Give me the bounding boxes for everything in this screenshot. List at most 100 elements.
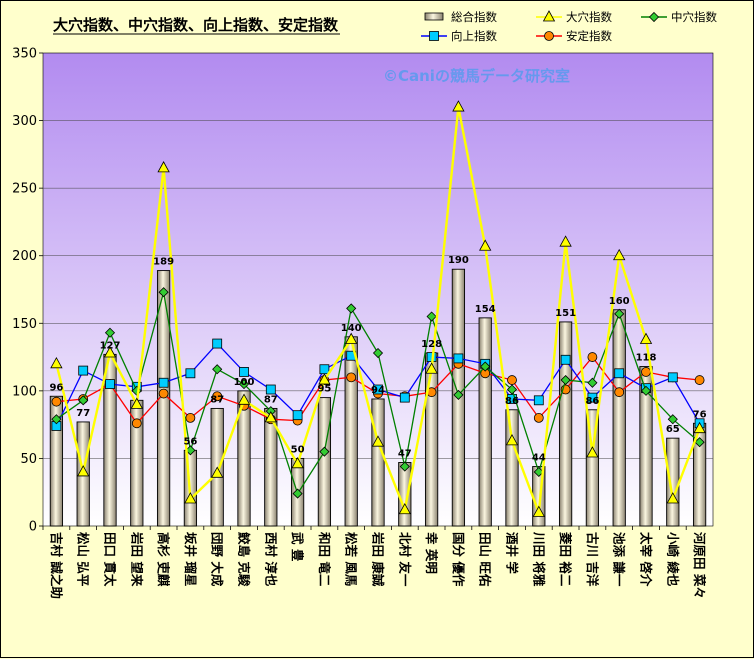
data-point: [667, 372, 678, 383]
data-point: [641, 367, 651, 377]
bar-data-label: 50: [291, 444, 305, 455]
data-point: [614, 387, 625, 398]
bar-data-label: 76: [693, 409, 707, 420]
data-point: [452, 100, 465, 112]
data-point: [51, 396, 62, 407]
bar: [317, 397, 332, 527]
bar-data-label: 47: [398, 448, 412, 459]
x-tick-label: 古川 吉洋: [585, 532, 600, 587]
data-point: [212, 364, 223, 375]
bar-data-label: 96: [49, 382, 63, 393]
bar-data-label: 160: [609, 296, 630, 307]
data-point: [212, 391, 223, 402]
y-tick-label: 100: [12, 384, 37, 399]
legend-label: 総合指数: [451, 10, 497, 24]
bar-data-label: 65: [666, 424, 680, 435]
x-tick-label: 坂井 瑠星: [183, 532, 198, 586]
bar: [666, 437, 680, 527]
legend-entry: 総合指数: [424, 10, 497, 24]
line-series: [50, 100, 706, 517]
data-point: [212, 338, 223, 349]
x-tick-label: 田山 旺佑: [478, 532, 493, 587]
bar: [371, 398, 385, 527]
data-point: [346, 303, 357, 314]
data-point: [666, 492, 679, 504]
data-point: [78, 365, 89, 376]
data-point: [104, 327, 116, 338]
series-diamond: [51, 287, 705, 499]
bar-data-label: 87: [264, 394, 278, 405]
legend-label: 安定指数: [566, 29, 612, 43]
bar-data-label: 118: [636, 353, 657, 364]
x-tick-label: 菱田 裕二: [558, 532, 573, 587]
data-point: [319, 364, 330, 375]
y-tick-label: 150: [12, 317, 37, 332]
data-point: [398, 502, 411, 515]
data-point: [399, 461, 410, 472]
x-tick-label: 岩田 望来: [129, 531, 144, 587]
bar-data-label: 87: [210, 394, 224, 405]
data-point: [157, 161, 170, 173]
data-point: [372, 347, 384, 359]
legend-label: 中穴指数: [671, 10, 717, 24]
bar: [505, 409, 519, 527]
data-point: [426, 311, 437, 322]
chart-title: 大穴指数、中穴指数、向上指数、安定指数: [53, 16, 339, 34]
data-point: [78, 395, 89, 406]
data-point: [130, 397, 143, 409]
data-point: [425, 362, 438, 374]
data-point: [479, 239, 492, 251]
data-point: [505, 434, 519, 446]
data-point: [239, 367, 249, 377]
bar: [612, 309, 626, 527]
data-point: [371, 435, 385, 447]
data-point: [373, 384, 383, 395]
data-point: [292, 410, 303, 421]
data-point: [480, 361, 491, 372]
data-point: [318, 373, 331, 385]
bar-data-label: 140: [341, 323, 362, 334]
series-square: [51, 338, 705, 431]
bar-data-label: 128: [421, 339, 442, 350]
y-tick-label: 250: [12, 182, 37, 197]
y-axis: 0 50 100 150 200 250 300 350: [12, 47, 43, 535]
legend-swatch: [424, 12, 444, 21]
watermark: ©Caniの競馬データ研究室: [383, 67, 570, 85]
legend-marker: [544, 31, 554, 41]
bar: [398, 462, 412, 527]
data-labels: 96 77 127 189 56 87 100 87 50 95 140 94 47 128 190 154 8…: [49, 255, 706, 463]
data-point: [560, 374, 571, 386]
x-tick-label: 河原田 菜々: [692, 532, 707, 599]
data-point: [506, 384, 518, 395]
data-point: [50, 356, 63, 369]
x-tick-label: 池添 謙一: [612, 532, 627, 587]
data-point: [507, 375, 517, 385]
data-point: [237, 393, 251, 405]
data-point: [587, 377, 598, 388]
x-tick-label: 酒井 学: [505, 532, 520, 574]
legend-label: 向上指数: [451, 29, 497, 43]
data-point: [292, 488, 303, 499]
data-point: [345, 332, 358, 344]
data-point: [184, 492, 197, 504]
data-point: [533, 412, 544, 423]
data-point: [211, 466, 224, 478]
data-point: [614, 368, 625, 379]
data-point: [105, 379, 115, 390]
bar: [639, 366, 653, 527]
bar-data-label: 189: [153, 257, 174, 268]
legend-entry: 中穴指数: [641, 10, 717, 24]
data-point: [158, 377, 169, 388]
data-point: [639, 332, 653, 344]
data-point: [640, 385, 652, 396]
bar-data-label: 94: [371, 385, 385, 396]
data-point: [586, 446, 599, 458]
bar-data-label: 86: [505, 396, 519, 407]
data-point: [346, 372, 357, 383]
data-point: [265, 384, 276, 395]
data-point: [158, 287, 169, 298]
x-tick-label: 松若 風馬: [344, 532, 359, 586]
